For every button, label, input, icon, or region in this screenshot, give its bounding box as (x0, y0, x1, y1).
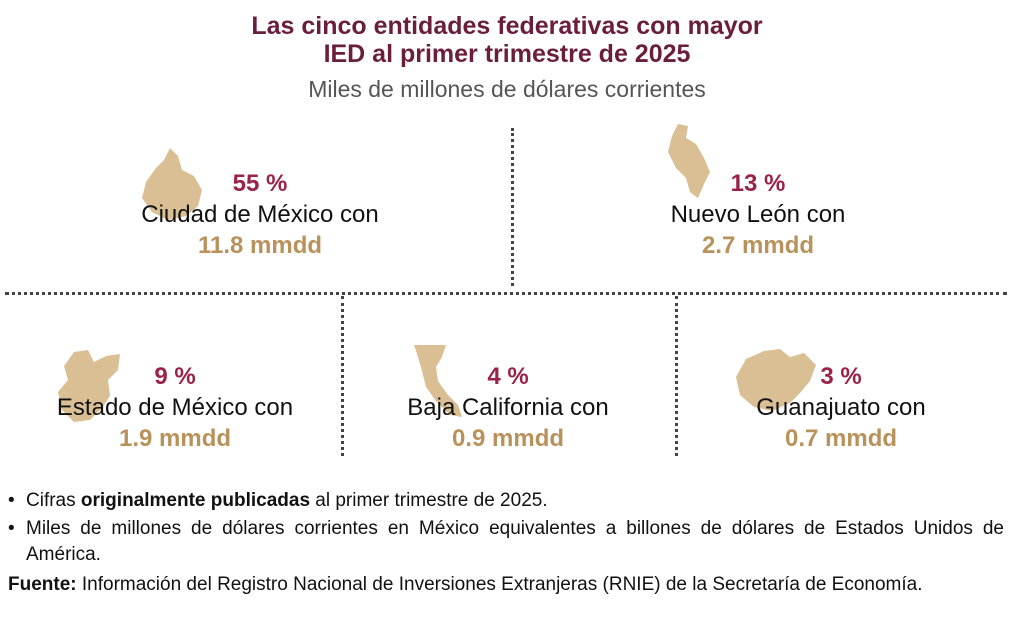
map-shape (414, 345, 462, 417)
share: 3 % (820, 363, 862, 390)
entity: 9 % Estado de México con 1.9 mmdd (10, 361, 340, 454)
entity: 55 % Ciudad de México con 11.8 mmdd (95, 168, 425, 261)
map-shape (58, 350, 120, 422)
map-shape (668, 124, 710, 198)
entity-name: Guanajuato con (756, 394, 926, 421)
source-text: Información del Registro Nacional de Inv… (76, 574, 923, 595)
map-shape (736, 349, 816, 411)
amount: 1.9 mmdd (118, 425, 232, 452)
entity: 3 % Guanajuato con 0.7 mmdd (676, 361, 1006, 454)
note-text: Miles de millones de dólares corrientes … (26, 518, 1004, 565)
notes: Cifras originalmente publicadas al prime… (8, 488, 1004, 598)
source-label: Fuente: (8, 574, 77, 595)
source: Fuente: Información del Registro Naciona… (8, 572, 1004, 598)
entity: 4 % Baja California con 0.9 mmdd (343, 361, 673, 454)
entity-name: Ciudad de México con (141, 201, 379, 228)
amount: 11.8 mmdd (197, 232, 323, 259)
note-text: Cifras (26, 490, 81, 511)
divider (511, 128, 514, 286)
share: 55 % (232, 170, 288, 197)
share: 13 % (730, 170, 786, 197)
subtitle: Miles de millones de dólares corrientes (308, 76, 706, 102)
divider (5, 292, 1007, 295)
note: Cifras originalmente publicadas al prime… (8, 488, 1004, 514)
note-emphasis: originalmente publicadas (80, 490, 311, 511)
entity-name: Nuevo León con (670, 201, 846, 228)
entity-name: Estado de México con (56, 394, 294, 421)
entity-name: Baja California con (407, 394, 609, 421)
title: Las cinco entidades federativas con mayo… (251, 12, 763, 40)
amount: 0.7 mmdd (784, 425, 898, 452)
note: Miles de millones de dólares corrientes … (8, 516, 1004, 568)
divider (341, 296, 344, 456)
entity: 13 % Nuevo León con 2.7 mmdd (593, 168, 923, 261)
share: 9 % (154, 363, 196, 390)
amount: 2.7 mmdd (701, 232, 815, 259)
title: IED al primer trimestre de 2025 (323, 40, 691, 68)
map-shape (142, 148, 202, 220)
share: 4 % (487, 363, 529, 390)
divider (675, 296, 678, 456)
amount: 0.9 mmdd (451, 425, 565, 452)
note-text: al primer trimestre de 2025. (310, 490, 548, 511)
